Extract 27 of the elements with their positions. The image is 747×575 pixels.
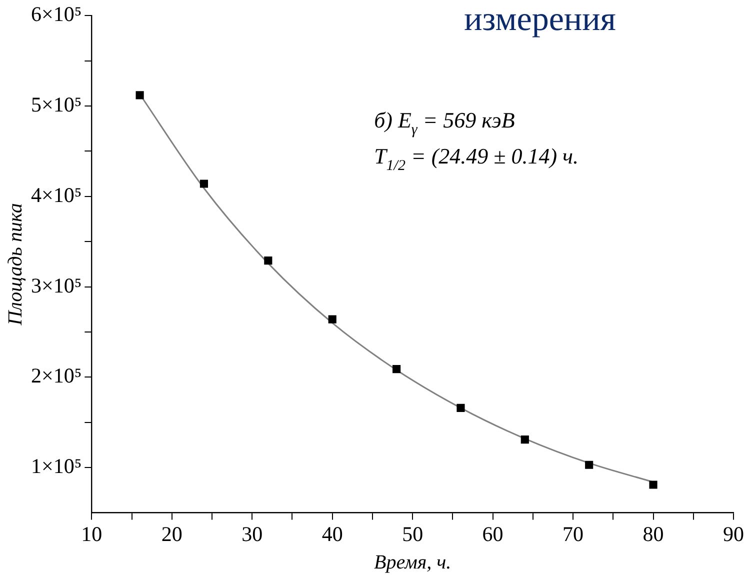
x-tick-label: 20 <box>161 522 182 546</box>
point <box>136 91 144 100</box>
x-tick-label: 40 <box>322 522 343 546</box>
point <box>585 460 594 469</box>
point <box>649 480 658 489</box>
y-tick-label: 1×10⁵ <box>30 454 82 478</box>
point <box>392 365 401 374</box>
point <box>456 404 465 412</box>
y-tick-label: 5×10⁵ <box>30 92 82 117</box>
y-tick-label: 3×10⁵ <box>30 273 82 298</box>
point <box>200 180 208 188</box>
chart-title: измерения <box>463 0 617 40</box>
x-tick-label: 90 <box>723 522 744 546</box>
y-tick-label: 2×10⁵ <box>30 364 82 388</box>
y-tick-label: 4×10⁵ <box>30 182 82 207</box>
point <box>520 436 529 444</box>
point <box>328 315 336 324</box>
x-tick-label: 50 <box>402 522 424 546</box>
x-tick-label: 30 <box>242 522 263 546</box>
point <box>264 256 272 265</box>
y-axis-title: Площадь пика <box>4 203 26 326</box>
x-tick-label: 70 <box>562 522 584 546</box>
x-tick-label: 60 <box>482 522 504 546</box>
y-tick-label: 6×10⁵ <box>30 2 82 26</box>
x-axis-title: Время, ч. <box>374 551 452 574</box>
x-tick-label: 80 <box>642 522 664 546</box>
x-tick-label: 10 <box>81 522 102 546</box>
